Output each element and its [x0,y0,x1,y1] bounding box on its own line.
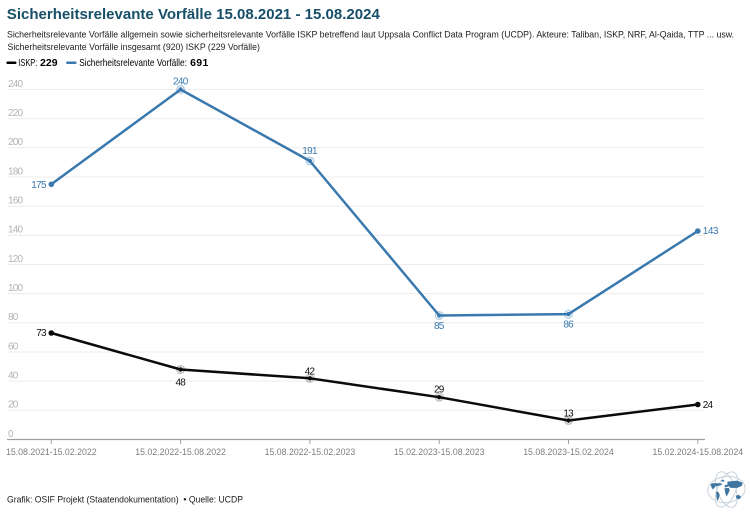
svg-text:20: 20 [8,400,19,411]
svg-text:15.02.2022-15.08.2022: 15.02.2022-15.08.2022 [135,447,226,458]
svg-text:160: 160 [8,196,23,207]
svg-text:15.08.2021-15.02.2022: 15.08.2021-15.02.2022 [6,447,97,458]
svg-text:29: 29 [434,385,445,396]
svg-text:Sicherheitsrelevante Vorfälle: Sicherheitsrelevante Vorfälle allgemein … [7,29,734,39]
svg-text:191: 191 [302,146,318,157]
svg-text:15.08.2022-15.02.2023: 15.08.2022-15.02.2023 [265,447,356,458]
svg-text:15.02.2023-15.08.2023: 15.02.2023-15.08.2023 [394,447,485,458]
svg-text:175: 175 [31,180,47,191]
svg-text:Sicherheitsrelevante Vorfälle: Sicherheitsrelevante Vorfälle insgesamt … [8,42,260,52]
svg-text:200: 200 [8,137,23,148]
svg-text:Grafik: OSIF Projekt (Staatend: Grafik: OSIF Projekt (Staatendokumentati… [7,494,243,505]
svg-text:24: 24 [703,400,714,411]
svg-text:0: 0 [8,429,14,440]
svg-text:229: 229 [40,57,58,69]
svg-text:40: 40 [8,370,19,381]
svg-text:48: 48 [175,377,186,388]
svg-text:86: 86 [563,320,574,331]
svg-text:240: 240 [8,79,23,90]
svg-text:220: 220 [8,108,23,119]
svg-text:13: 13 [563,408,574,419]
svg-text:691: 691 [190,57,208,69]
svg-text:15.02.2024-15.08.2024: 15.02.2024-15.08.2024 [653,447,744,458]
svg-text:143: 143 [703,226,719,237]
svg-text:240: 240 [173,76,189,87]
svg-text:ISKP:: ISKP: [18,57,37,69]
svg-text:80: 80 [8,312,19,323]
svg-text:60: 60 [8,341,19,352]
svg-text:73: 73 [36,328,47,339]
svg-text:100: 100 [8,283,23,294]
svg-text:Sicherheitsrelevante Vorfälle: Sicherheitsrelevante Vorfälle 15.08.2021… [7,6,381,23]
svg-text:15.08.2023-15.02.2024: 15.08.2023-15.02.2024 [523,447,614,458]
svg-text:42: 42 [305,366,316,377]
svg-text:120: 120 [8,254,23,265]
svg-text:180: 180 [8,166,23,177]
svg-text:85: 85 [434,321,445,332]
svg-text:Sicherheitsrelevante Vorfälle:: Sicherheitsrelevante Vorfälle: [79,57,187,69]
svg-text:140: 140 [8,225,23,236]
